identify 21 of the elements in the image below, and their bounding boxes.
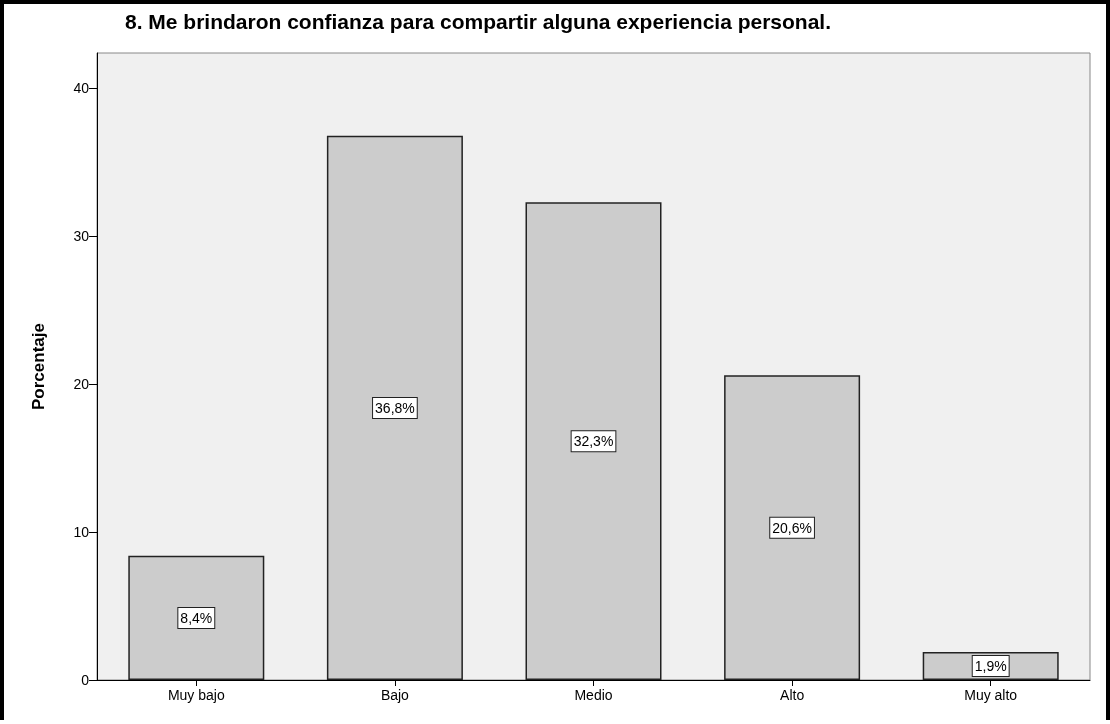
x-tick-label: Bajo <box>380 687 410 703</box>
y-tick-label: 10 <box>73 524 90 541</box>
y-axis-title: Porcentaje <box>29 323 48 410</box>
y-tick-label: 40 <box>73 80 90 97</box>
x-tick-label: Muy bajo <box>167 687 225 703</box>
data-label: 36,8% <box>375 399 415 416</box>
chart-title: 8. Me brindaron confianza para compartir alguna experiencia personal. <box>125 10 832 33</box>
bar <box>128 555 265 680</box>
data-label: 1,9% <box>974 657 1007 674</box>
y-tick-label: 0 <box>81 672 90 688</box>
bar <box>326 135 463 680</box>
x-tick-label: Medio <box>574 687 613 703</box>
y-tick-label: 20 <box>73 376 90 393</box>
data-label: 32,3% <box>573 433 614 450</box>
data-label: 8,4% <box>180 609 213 626</box>
bar <box>525 202 662 680</box>
x-tick-label: Alto <box>780 687 805 703</box>
data-label: 20,6% <box>772 519 812 536</box>
x-tick-label: Muy alto <box>964 687 1018 703</box>
bar <box>724 375 861 680</box>
y-tick-label: 30 <box>73 228 90 245</box>
